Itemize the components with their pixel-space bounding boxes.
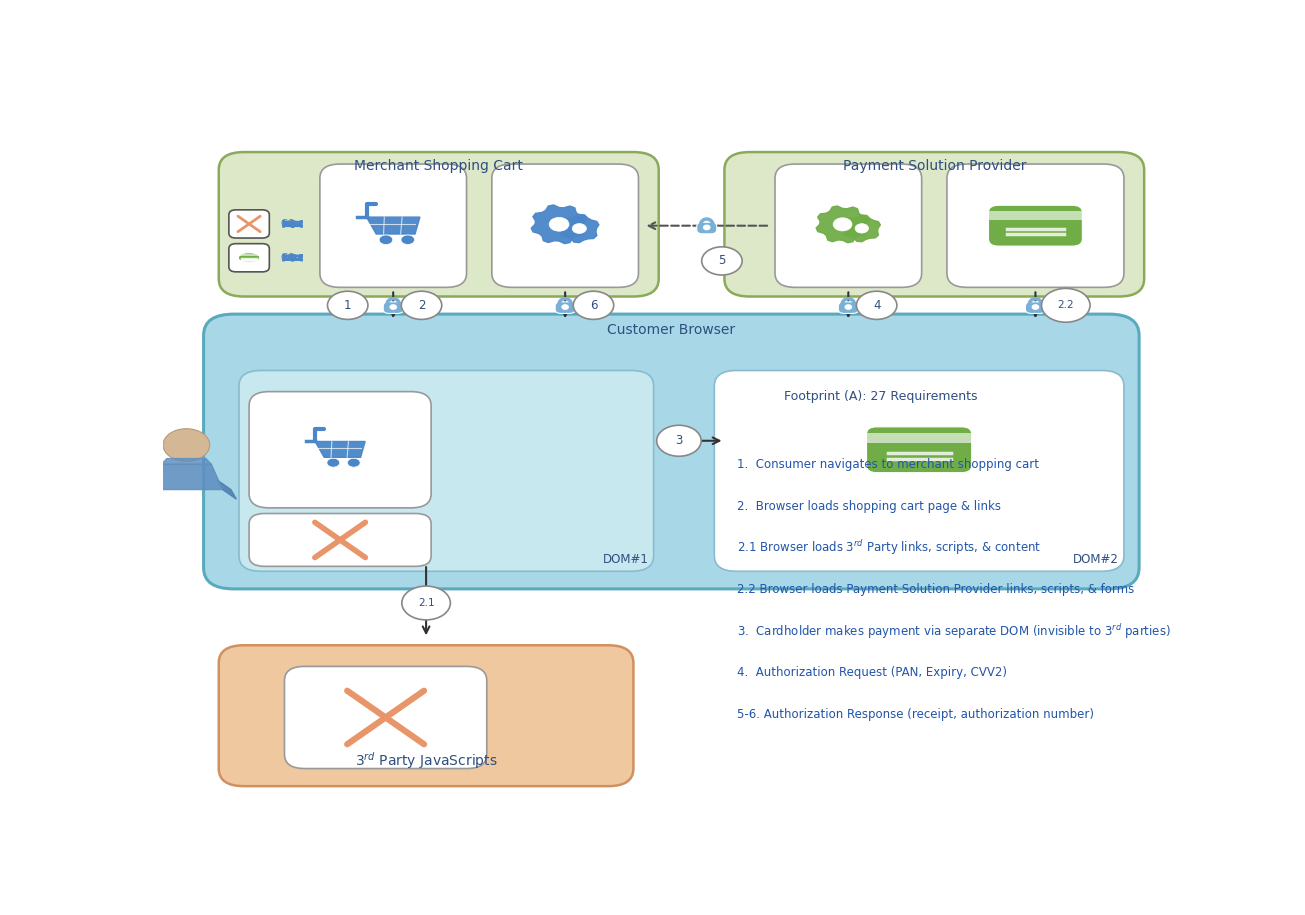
Circle shape (573, 291, 613, 319)
FancyBboxPatch shape (384, 302, 403, 314)
Text: GO: GO (281, 253, 295, 263)
FancyBboxPatch shape (1026, 302, 1045, 314)
Circle shape (846, 305, 851, 309)
Text: 1.  Consumer navigates to merchant shopping cart: 1. Consumer navigates to merchant shoppi… (736, 458, 1039, 471)
FancyBboxPatch shape (555, 302, 576, 314)
Polygon shape (843, 215, 881, 242)
Text: DOM#2: DOM#2 (1073, 553, 1118, 565)
FancyBboxPatch shape (838, 302, 859, 314)
Circle shape (656, 425, 701, 457)
Circle shape (347, 458, 360, 468)
Text: Payment Solution Provider: Payment Solution Provider (843, 159, 1026, 173)
FancyBboxPatch shape (988, 205, 1082, 246)
Text: GO: GO (281, 219, 295, 229)
Circle shape (549, 218, 569, 231)
FancyBboxPatch shape (239, 371, 654, 571)
Circle shape (1032, 305, 1039, 309)
Polygon shape (560, 214, 599, 242)
Text: 2.1 Browser loads 3$^{rd}$ Party links, scripts, & content: 2.1 Browser loads 3$^{rd}$ Party links, … (736, 539, 1040, 557)
Circle shape (702, 247, 743, 275)
FancyBboxPatch shape (204, 314, 1139, 589)
Text: Merchant Shopping Cart: Merchant Shopping Cart (354, 159, 523, 173)
Circle shape (855, 223, 869, 233)
Text: 2.  Browser loads shopping cart page & links: 2. Browser loads shopping cart page & li… (736, 500, 1001, 513)
Circle shape (328, 458, 339, 468)
FancyBboxPatch shape (492, 164, 638, 287)
Circle shape (833, 218, 852, 231)
FancyBboxPatch shape (238, 253, 261, 263)
Text: 5-6. Authorization Response (receipt, authorization number): 5-6. Authorization Response (receipt, au… (736, 708, 1094, 721)
Circle shape (380, 235, 393, 244)
Text: 2.2 Browser loads Payment Solution Provider links, scripts, & forms: 2.2 Browser loads Payment Solution Provi… (736, 583, 1134, 596)
Polygon shape (136, 479, 155, 500)
Text: 2.2: 2.2 (1057, 300, 1074, 310)
FancyBboxPatch shape (249, 513, 431, 566)
Polygon shape (315, 441, 365, 458)
FancyBboxPatch shape (735, 374, 1028, 420)
FancyBboxPatch shape (284, 666, 487, 769)
Circle shape (390, 305, 397, 309)
FancyBboxPatch shape (219, 152, 659, 296)
FancyBboxPatch shape (867, 426, 972, 473)
FancyBboxPatch shape (228, 243, 269, 272)
FancyBboxPatch shape (775, 164, 921, 287)
Circle shape (572, 223, 586, 233)
Text: 2: 2 (418, 299, 425, 312)
Bar (867, 433, 972, 443)
FancyBboxPatch shape (947, 164, 1124, 287)
Text: 1: 1 (345, 299, 351, 312)
Text: 3: 3 (675, 435, 683, 447)
Text: 4: 4 (873, 299, 881, 312)
Text: Footprint (A): 27 Requirements: Footprint (A): 27 Requirements (784, 391, 977, 404)
Text: 3$^{rd}$ Party JavaScripts: 3$^{rd}$ Party JavaScripts (355, 749, 497, 770)
Polygon shape (531, 205, 587, 243)
FancyBboxPatch shape (714, 371, 1124, 571)
Text: DOM#1: DOM#1 (603, 553, 649, 565)
Polygon shape (162, 458, 211, 465)
Bar (238, 254, 261, 256)
Circle shape (328, 291, 368, 319)
Text: 6: 6 (590, 299, 598, 312)
Text: 2.1: 2.1 (418, 598, 435, 608)
FancyBboxPatch shape (228, 210, 269, 238)
Circle shape (703, 225, 710, 230)
Text: 5: 5 (718, 254, 726, 267)
Circle shape (401, 235, 415, 244)
Bar (988, 210, 1082, 220)
Polygon shape (150, 465, 223, 490)
FancyBboxPatch shape (697, 222, 716, 234)
Circle shape (402, 587, 450, 619)
Text: 3.  Cardholder makes payment via separate DOM (invisible to 3$^{rd}$ parties): 3. Cardholder makes payment via separate… (736, 621, 1171, 640)
FancyBboxPatch shape (724, 152, 1144, 296)
Circle shape (402, 291, 442, 319)
Polygon shape (367, 217, 420, 234)
Circle shape (163, 429, 210, 461)
Text: 4.  Authorization Request (PAN, Expiry, CVV2): 4. Authorization Request (PAN, Expiry, C… (736, 666, 1006, 679)
FancyBboxPatch shape (249, 392, 431, 508)
Circle shape (856, 291, 897, 319)
Circle shape (562, 305, 568, 309)
Polygon shape (816, 206, 869, 242)
FancyBboxPatch shape (320, 164, 467, 287)
Text: Customer Browser: Customer Browser (607, 323, 736, 337)
Circle shape (1041, 288, 1090, 322)
Polygon shape (217, 479, 236, 500)
FancyBboxPatch shape (219, 645, 633, 786)
